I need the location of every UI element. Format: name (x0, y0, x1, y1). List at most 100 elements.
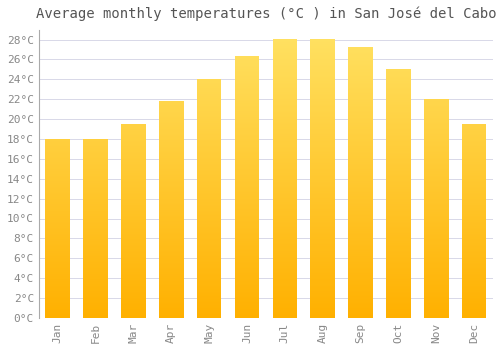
Bar (197, 140, 222, 141)
Bar (121, 303, 146, 304)
Bar (84, 223, 108, 224)
Bar (84, 183, 108, 184)
Bar (121, 147, 146, 148)
Bar (197, 202, 222, 203)
Bar (310, 204, 335, 205)
Bar (272, 240, 297, 242)
Bar (159, 233, 184, 235)
Bar (424, 301, 448, 303)
Bar (197, 285, 222, 286)
Bar (272, 156, 297, 158)
Bar (386, 238, 410, 240)
Bar (424, 279, 448, 280)
Bar (197, 109, 222, 110)
Bar (234, 179, 260, 181)
Bar (197, 240, 222, 241)
Bar (159, 192, 184, 193)
Bar (197, 198, 222, 200)
Bar (310, 257, 335, 258)
Bar (424, 207, 448, 209)
Bar (348, 80, 373, 81)
Bar (310, 223, 335, 225)
Bar (197, 163, 222, 164)
Bar (348, 145, 373, 146)
Bar (272, 42, 297, 44)
Bar (46, 166, 70, 167)
Bar (121, 231, 146, 232)
Bar (386, 310, 410, 312)
Bar (272, 124, 297, 126)
Bar (197, 139, 222, 140)
Bar (234, 94, 260, 96)
Bar (197, 257, 222, 258)
Bar (121, 178, 146, 179)
Bar (121, 213, 146, 214)
Bar (386, 295, 410, 297)
Bar (46, 252, 70, 253)
Bar (348, 119, 373, 120)
Bar (84, 295, 108, 296)
Bar (197, 221, 222, 223)
Bar (424, 177, 448, 178)
Bar (46, 149, 70, 150)
Bar (159, 216, 184, 217)
Bar (272, 180, 297, 182)
Bar (386, 202, 410, 204)
Bar (159, 301, 184, 302)
Bar (159, 276, 184, 278)
Bar (310, 127, 335, 128)
Bar (197, 247, 222, 249)
Bar (310, 208, 335, 209)
Bar (46, 169, 70, 170)
Bar (272, 271, 297, 272)
Bar (234, 222, 260, 224)
Bar (234, 257, 260, 258)
Bar (462, 273, 486, 274)
Bar (424, 205, 448, 206)
Bar (348, 108, 373, 110)
Bar (159, 256, 184, 257)
Bar (386, 110, 410, 112)
Bar (272, 252, 297, 254)
Bar (197, 188, 222, 189)
Bar (310, 307, 335, 308)
Bar (462, 303, 486, 304)
Bar (348, 114, 373, 115)
Bar (84, 202, 108, 203)
Bar (386, 254, 410, 256)
Bar (272, 208, 297, 209)
Bar (121, 236, 146, 237)
Bar (159, 213, 184, 214)
Bar (84, 314, 108, 315)
Bar (234, 80, 260, 81)
Bar (386, 164, 410, 165)
Bar (46, 144, 70, 145)
Bar (84, 247, 108, 248)
Bar (197, 220, 222, 221)
Bar (272, 290, 297, 292)
Bar (159, 212, 184, 213)
Bar (272, 265, 297, 266)
Bar (424, 270, 448, 271)
Bar (234, 259, 260, 260)
Bar (234, 267, 260, 268)
Bar (462, 164, 486, 166)
Bar (46, 242, 70, 243)
Bar (121, 198, 146, 200)
Bar (462, 167, 486, 168)
Bar (386, 226, 410, 227)
Bar (159, 247, 184, 248)
Bar (234, 58, 260, 59)
Bar (121, 210, 146, 211)
Bar (234, 236, 260, 237)
Bar (159, 186, 184, 187)
Bar (424, 263, 448, 264)
Bar (121, 266, 146, 267)
Bar (197, 133, 222, 134)
Bar (424, 106, 448, 107)
Bar (159, 114, 184, 115)
Bar (46, 141, 70, 142)
Bar (159, 208, 184, 210)
Bar (310, 197, 335, 198)
Bar (84, 176, 108, 177)
